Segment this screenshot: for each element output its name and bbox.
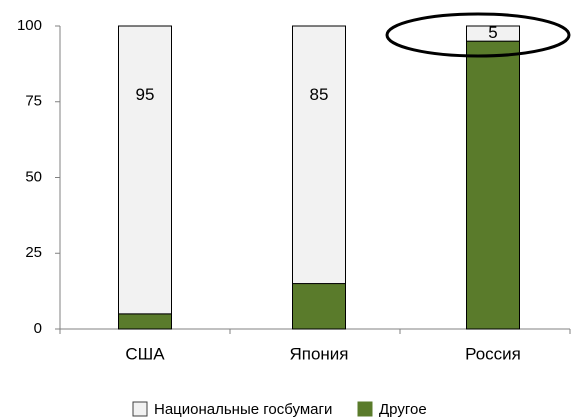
bar-segment: [292, 283, 346, 330]
y-tick-label: 0: [34, 320, 42, 337]
bar-segment: [466, 25, 520, 42]
data-label: 5: [488, 23, 497, 42]
bar-segment: [292, 25, 346, 285]
data-label: 85: [310, 85, 329, 104]
legend-label: Национальные госбумаги: [154, 401, 332, 418]
x-tick-label: США: [125, 344, 165, 363]
y-tick-label: 50: [25, 168, 42, 185]
bar-segment: [118, 25, 172, 315]
x-tick-label: Япония: [289, 344, 348, 363]
bar-segment: [466, 40, 520, 330]
legend-swatch: [132, 401, 148, 417]
legend-label: Другое: [379, 401, 427, 418]
bar-segment: [118, 313, 172, 330]
y-tick-label: 75: [25, 93, 42, 110]
y-tick-label: 100: [17, 17, 42, 34]
y-tick-label: 25: [25, 244, 42, 261]
x-tick-label: Россия: [465, 344, 521, 363]
highlight-ellipse: [385, 12, 571, 58]
legend-swatch: [357, 401, 373, 417]
data-label: 95: [136, 85, 155, 104]
